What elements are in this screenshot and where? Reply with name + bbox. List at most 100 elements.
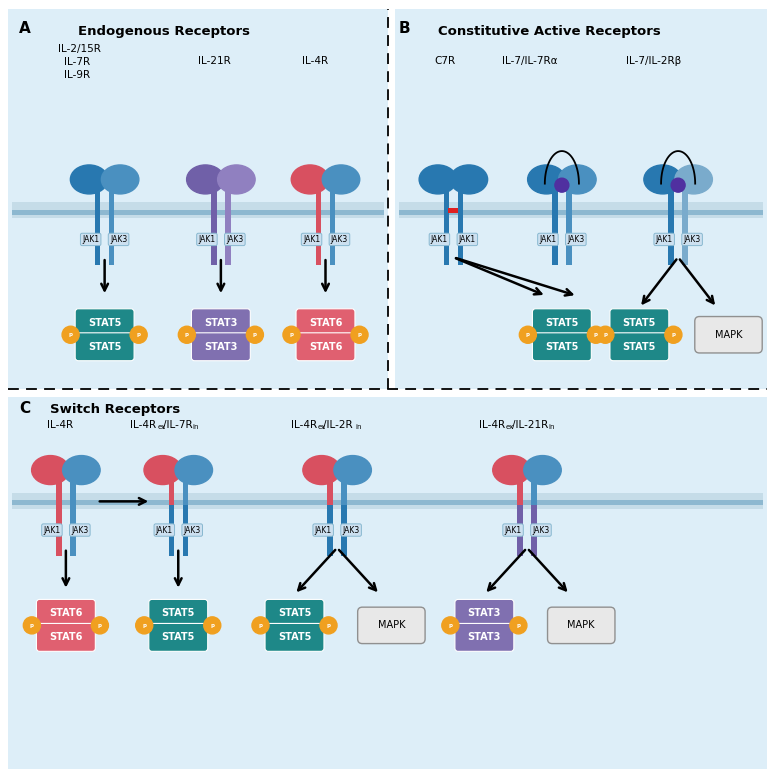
Text: JAK3: JAK3 — [532, 526, 549, 534]
Text: IL-4R: IL-4R — [130, 420, 157, 430]
Circle shape — [587, 326, 605, 343]
Circle shape — [204, 617, 221, 634]
Text: JAK1: JAK1 — [431, 235, 448, 244]
Text: MAPK: MAPK — [567, 620, 595, 630]
Text: STAT6: STAT6 — [308, 342, 343, 352]
Bar — [211, 207, 216, 265]
Bar — [169, 497, 174, 555]
Circle shape — [130, 326, 147, 343]
Bar — [327, 482, 333, 505]
Text: C: C — [19, 401, 30, 415]
Text: IL-4R: IL-4R — [46, 420, 73, 430]
Circle shape — [283, 326, 300, 343]
Text: ex: ex — [157, 424, 166, 430]
Text: JAK1: JAK1 — [303, 235, 320, 244]
Bar — [95, 207, 101, 265]
Bar — [183, 482, 188, 505]
Circle shape — [351, 326, 368, 343]
Text: STAT6: STAT6 — [49, 608, 83, 619]
Text: IL-2/15R: IL-2/15R — [58, 44, 101, 54]
Text: JAK3: JAK3 — [331, 235, 348, 244]
Text: /IL-7R: /IL-7R — [163, 420, 192, 430]
Text: in: in — [192, 424, 198, 430]
Circle shape — [246, 326, 264, 343]
Bar — [327, 505, 333, 555]
Ellipse shape — [675, 165, 712, 194]
FancyBboxPatch shape — [532, 333, 591, 361]
Bar — [518, 482, 523, 505]
Ellipse shape — [334, 456, 371, 485]
FancyBboxPatch shape — [532, 309, 591, 337]
FancyBboxPatch shape — [191, 333, 250, 361]
FancyBboxPatch shape — [265, 623, 324, 651]
Text: p: p — [516, 623, 520, 628]
Bar — [8, 9, 388, 389]
Ellipse shape — [303, 456, 340, 485]
Bar — [70, 482, 76, 505]
Ellipse shape — [71, 165, 108, 194]
Text: MAPK: MAPK — [715, 330, 742, 340]
Text: p: p — [326, 623, 330, 628]
Bar — [668, 207, 673, 265]
Text: JAK1: JAK1 — [656, 235, 673, 244]
FancyBboxPatch shape — [695, 317, 762, 353]
Text: JAK1: JAK1 — [505, 526, 522, 534]
Text: ex: ex — [318, 424, 326, 430]
Circle shape — [320, 617, 337, 634]
Text: STAT5: STAT5 — [88, 342, 122, 352]
Text: STAT5: STAT5 — [545, 317, 579, 328]
Text: STAT5: STAT5 — [277, 633, 312, 643]
Bar — [443, 207, 449, 265]
Bar — [225, 207, 231, 265]
Text: JAK1: JAK1 — [315, 526, 332, 534]
Text: JAK1: JAK1 — [539, 235, 556, 244]
Text: STAT5: STAT5 — [622, 317, 656, 328]
Text: STAT6: STAT6 — [308, 317, 343, 328]
FancyBboxPatch shape — [455, 623, 514, 651]
Ellipse shape — [218, 165, 255, 194]
Text: p: p — [449, 623, 453, 628]
Text: p: p — [98, 623, 102, 628]
Ellipse shape — [144, 456, 181, 485]
Bar — [169, 482, 174, 505]
Text: STAT5: STAT5 — [88, 317, 122, 328]
Text: /IL-2R: /IL-2R — [323, 420, 353, 430]
FancyBboxPatch shape — [358, 607, 425, 643]
FancyBboxPatch shape — [610, 333, 669, 361]
Circle shape — [665, 326, 682, 343]
Text: IL-4R: IL-4R — [291, 420, 317, 430]
Text: p: p — [290, 332, 294, 337]
Text: JAK3: JAK3 — [184, 526, 201, 534]
Circle shape — [62, 326, 79, 343]
Bar — [95, 191, 101, 215]
FancyBboxPatch shape — [149, 623, 208, 651]
Circle shape — [597, 326, 614, 343]
Text: JAK3: JAK3 — [567, 235, 584, 244]
Circle shape — [442, 617, 459, 634]
Circle shape — [23, 617, 40, 634]
FancyBboxPatch shape — [191, 309, 250, 337]
Text: Switch Receptors: Switch Receptors — [50, 403, 181, 416]
Text: p: p — [526, 332, 530, 337]
Text: JAK1: JAK1 — [198, 235, 215, 244]
Text: p: p — [671, 332, 675, 337]
Bar — [12, 209, 384, 215]
Bar — [552, 207, 557, 265]
Bar — [183, 505, 188, 555]
Text: JAK3: JAK3 — [343, 526, 360, 534]
Text: JAK3: JAK3 — [71, 526, 88, 534]
Text: STAT5: STAT5 — [161, 608, 195, 619]
Bar — [12, 492, 763, 509]
Text: IL-7R: IL-7R — [64, 58, 91, 68]
Text: JAK3: JAK3 — [226, 235, 243, 244]
Text: in: in — [355, 424, 361, 430]
Bar — [330, 191, 335, 215]
FancyBboxPatch shape — [36, 599, 95, 627]
Ellipse shape — [32, 456, 69, 485]
Text: ex: ex — [506, 424, 515, 430]
Ellipse shape — [524, 456, 561, 485]
Circle shape — [555, 178, 569, 192]
Circle shape — [178, 326, 195, 343]
Text: p: p — [594, 332, 598, 337]
Text: STAT3: STAT3 — [204, 342, 238, 352]
